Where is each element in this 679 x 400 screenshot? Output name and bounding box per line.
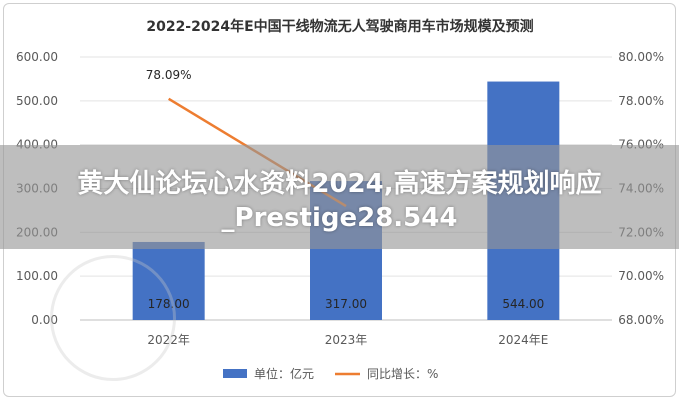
y-left-tick-label: 600.00 [16, 50, 58, 64]
legend-label-bar: 单位：亿元 [254, 366, 314, 381]
x-tick-label: 2024年E [498, 333, 548, 347]
legend-label-line: 同比增长：% [367, 367, 438, 381]
line-data-label: 78.09% [146, 68, 192, 82]
legend: 单位：亿元 同比增长：% [223, 366, 438, 381]
x-tick-label: 2023年 [325, 333, 368, 347]
bar-data-label: 544.00 [502, 297, 544, 311]
y-right-tick-label: 70.00% [618, 269, 664, 283]
bar-data-label: 317.00 [325, 297, 367, 311]
title-overlay-banner: 黄大仙论坛心水资料2024,高速方案规划响应 _Prestige28.544 [0, 145, 679, 249]
chart-title: 2022-2024年E中国干线物流无人驾驶商用车市场规模及预测 [146, 18, 533, 35]
overlay-title-line-2: _Prestige28.544 [221, 203, 458, 233]
y-right-tick-label: 68.00% [618, 313, 664, 327]
y-right-tick-label: 78.00% [618, 94, 664, 108]
y-left-tick-label: 500.00 [16, 94, 58, 108]
overlay-title-line-1: 黄大仙论坛心水资料2024,高速方案规划响应 [77, 169, 602, 199]
x-axis: 2022年 2023年 2024年E [147, 333, 548, 347]
watermark-seal [50, 255, 176, 381]
y-right-tick-label: 80.00% [618, 50, 664, 64]
y-left-tick-label: 100.00 [16, 269, 58, 283]
legend-swatch-bar [223, 369, 247, 378]
